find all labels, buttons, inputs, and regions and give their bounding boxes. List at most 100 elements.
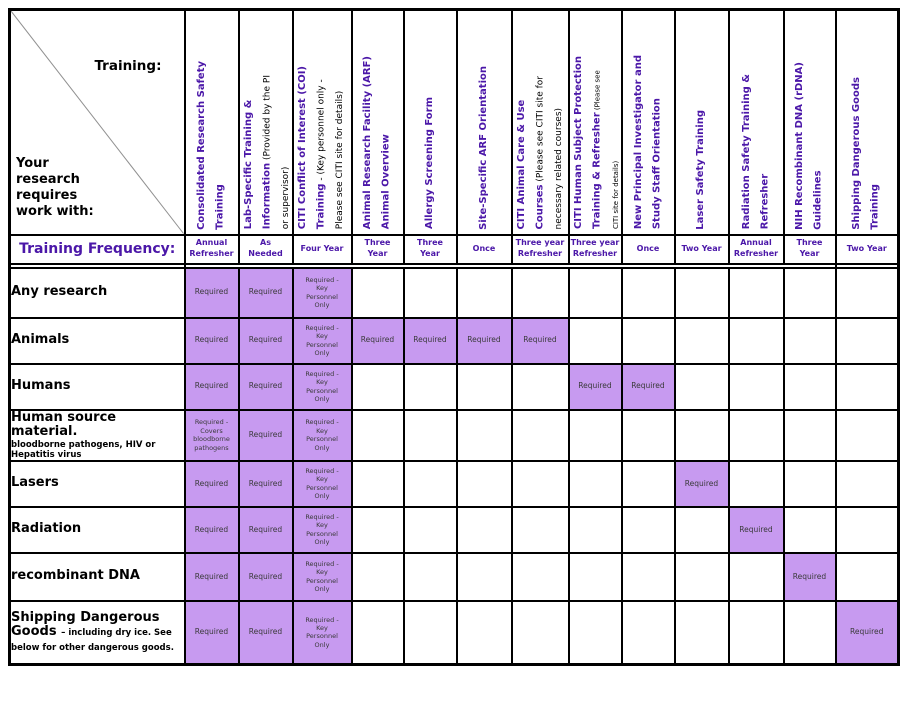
training-column-title: NIH Recombinant DNA (rDNA) Guidelines: [794, 61, 824, 230]
matrix-cell: [455, 362, 513, 411]
matrix-cell: [402, 551, 458, 602]
matrix-cell: [620, 505, 676, 554]
separator-strip-right: [834, 262, 900, 269]
matrix-cell: [727, 599, 785, 666]
row-label-text: Human source material.: [11, 409, 117, 440]
frequency-cell: Four Year: [291, 233, 353, 265]
matrix-cell: Required: [727, 505, 785, 554]
matrix-cell: [834, 362, 900, 411]
row-sublabel-text: bloodborne pathogens, HIV or Hepatitis v…: [11, 439, 156, 460]
matrix-cell: [455, 266, 513, 319]
matrix-cell: Required: [350, 316, 405, 365]
training-column-header: Shipping Dangerous Goods Training: [834, 8, 900, 236]
matrix-cell: [455, 459, 513, 508]
training-column-header: NIH Recombinant DNA (rDNA) Guidelines: [782, 8, 837, 236]
matrix-cell: Required - Key Personnel Only: [291, 459, 353, 508]
matrix-cell: Required: [834, 599, 900, 666]
matrix-cell: [673, 266, 730, 319]
table-row: Radiation Required Required Required - Key …: [8, 505, 900, 554]
frequency-cell: Two Year: [834, 233, 900, 265]
training-column-header: CITI Animal Care & Use Courses (Please s…: [510, 8, 570, 236]
matrix-cell: [782, 316, 837, 365]
training-column-title: Allergy Screening Form: [423, 97, 435, 230]
matrix-cell: [402, 362, 458, 411]
frequency-cell: As Needed: [237, 233, 294, 265]
frequency-cell: Three Year: [402, 233, 458, 265]
matrix-cell: [510, 362, 570, 411]
matrix-cell: [567, 505, 623, 554]
matrix-cell: [510, 408, 570, 462]
matrix-cell: Required: [510, 316, 570, 365]
separator-strip: [8, 262, 900, 269]
matrix-cell: [350, 408, 405, 462]
matrix-cell: [620, 316, 676, 365]
matrix-cell: [727, 551, 785, 602]
matrix-cell: [782, 408, 837, 462]
matrix-cell: Required: [237, 599, 294, 666]
matrix-cell: [402, 505, 458, 554]
matrix-cell: [510, 551, 570, 602]
frequency-cell: Three year Refresher: [510, 233, 570, 265]
matrix-cell: Required - Key Personnel Only: [291, 316, 353, 365]
matrix-cell: [727, 266, 785, 319]
matrix-cell: Required: [183, 266, 240, 319]
row-label-text: Animals: [11, 332, 70, 348]
matrix-cell: [673, 599, 730, 666]
frequency-cell: Two Year: [673, 233, 730, 265]
matrix-cell: [673, 362, 730, 411]
matrix-cell: Required - Key Personnel Only: [291, 599, 353, 666]
training-column-header: Animal Research Facility (ARF) Animal Ov…: [350, 8, 405, 236]
row-label-text: Humans: [11, 378, 71, 394]
frequency-cell: Annual Refresher: [183, 233, 240, 265]
matrix-cell: [673, 316, 730, 365]
row-label: Shipping Dangerous Goods – including dry…: [8, 599, 186, 666]
table-row: recombinant DNA Required Required Required …: [8, 551, 900, 602]
matrix-cell: [510, 505, 570, 554]
matrix-cell: [834, 551, 900, 602]
matrix-cell: [350, 362, 405, 411]
training-column-title: New Principal Investigator and Study Sta…: [632, 55, 662, 230]
training-frequency-label: Training Frequency:: [8, 233, 186, 265]
row-label-text: Radiation: [11, 521, 82, 537]
training-column-header: CITI Human Subject Protection Training &…: [567, 8, 623, 236]
matrix-cell: [350, 459, 405, 508]
frequency-cell: Three Year: [350, 233, 405, 265]
matrix-cell: [620, 551, 676, 602]
matrix-cell: Required: [237, 505, 294, 554]
training-column-header: Allergy Screening Form: [402, 8, 458, 236]
row-label: Humans: [8, 362, 186, 411]
matrix-cell: [567, 459, 623, 508]
matrix-cell: [620, 599, 676, 666]
row-label: Lasers: [8, 459, 186, 508]
row-label-text: Any research: [11, 284, 108, 300]
matrix-cell: [673, 505, 730, 554]
table-row: Animals Required Required Required - Key Pe…: [8, 316, 900, 365]
matrix-cell: [567, 408, 623, 462]
frequency-cell: Once: [455, 233, 513, 265]
diagonal-divider-line: [11, 11, 184, 234]
matrix-cell: [834, 266, 900, 319]
training-column-header: CITI Conflict of Interest (COI) Training…: [291, 8, 353, 236]
matrix-cell: [350, 505, 405, 554]
matrix-cell: Required - Covers bloodborne pathogens: [183, 408, 240, 462]
matrix-cell: Required: [183, 551, 240, 602]
frequency-cell: Annual Refresher: [727, 233, 785, 265]
matrix-cell: [510, 599, 570, 666]
table-row: Any research Required Required Required - K…: [8, 266, 900, 319]
corner-cell: Training: Your research requires work wi…: [8, 8, 186, 236]
separator-strip-middle: [183, 262, 837, 269]
matrix-cell: Required: [673, 459, 730, 508]
separator-strip-left: [8, 262, 186, 269]
training-axis-label: Training:: [94, 58, 162, 74]
matrix-cell: [727, 362, 785, 411]
row-label: Animals: [8, 316, 186, 365]
matrix-cell: [455, 551, 513, 602]
matrix-cell: Required: [455, 316, 513, 365]
matrix-cell: [567, 316, 623, 365]
matrix-cell: Required: [237, 459, 294, 508]
matrix-cell: [727, 316, 785, 365]
training-matrix-table: Training: Your research requires work wi…: [8, 8, 900, 667]
matrix-cell: Required - Key Personnel Only: [291, 408, 353, 462]
row-label-text: recombinant DNA: [11, 568, 140, 584]
matrix-cell: [567, 266, 623, 319]
